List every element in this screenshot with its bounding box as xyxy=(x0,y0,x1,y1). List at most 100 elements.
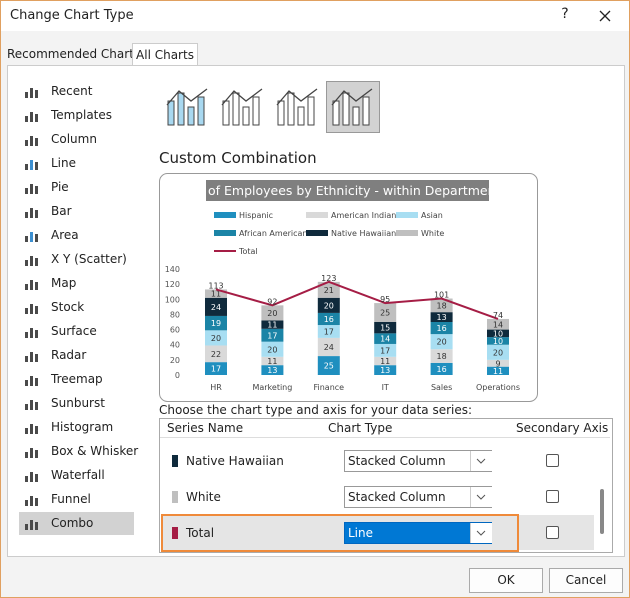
chart-type-label: Area xyxy=(51,228,79,242)
data-label: 16 xyxy=(324,315,334,324)
button[interactable]: Cancel xyxy=(549,568,623,593)
combo-subtype[interactable] xyxy=(161,81,215,133)
button[interactable]: OK xyxy=(469,568,543,593)
chart-type-item[interactable]: Combo xyxy=(19,512,134,535)
bar-segment xyxy=(317,297,340,313)
y-tick-label: 120 xyxy=(165,280,180,289)
legend-label: White xyxy=(421,229,444,238)
chart-type-label: Combo xyxy=(51,516,94,530)
chart-type-icon xyxy=(25,232,38,242)
bar-segment xyxy=(205,297,227,316)
y-tick-label: 100 xyxy=(165,295,180,304)
bar-segment xyxy=(487,318,509,330)
data-label: 17 xyxy=(267,331,277,340)
bar-segment xyxy=(430,362,453,375)
secondary-axis-checkbox[interactable] xyxy=(546,454,559,467)
chart-type-item[interactable]: Histogram xyxy=(19,416,134,439)
help-button[interactable]: ? xyxy=(561,6,569,22)
y-tick-label: 20 xyxy=(170,356,180,365)
bar-segment xyxy=(374,303,397,322)
chart-type-icon xyxy=(25,112,38,122)
chart-type-item[interactable]: Surface xyxy=(19,320,134,343)
close-button[interactable] xyxy=(597,8,613,24)
data-label: 25 xyxy=(324,362,334,371)
chart-type-item[interactable]: Box & Whisker xyxy=(19,440,138,463)
chart-type-item[interactable]: Waterfall xyxy=(19,464,134,487)
chart-type-label: Sunburst xyxy=(51,396,105,410)
icon-bar xyxy=(30,520,33,530)
legend-swatch xyxy=(396,230,418,236)
chart-type-item[interactable]: Treemap xyxy=(19,368,134,391)
secondary-axis-checkbox[interactable] xyxy=(546,526,559,539)
data-label: 9 xyxy=(495,359,500,368)
icon-bar xyxy=(35,498,38,506)
data-label: 13 xyxy=(437,313,447,322)
chart-type-icon xyxy=(25,448,38,458)
icon-bar xyxy=(30,184,33,194)
chart-type-item[interactable]: Pie xyxy=(19,176,134,199)
secondary-axis-checkbox[interactable] xyxy=(546,490,559,503)
bar-segment xyxy=(261,320,284,329)
combo-subtype[interactable] xyxy=(216,81,270,133)
chart-type-item[interactable]: Map xyxy=(19,272,134,295)
icon-bar xyxy=(307,96,315,126)
x-tick-label: Sales xyxy=(431,383,452,392)
icon-bar xyxy=(35,114,38,122)
chart-type-icon xyxy=(25,472,38,482)
bar-segment xyxy=(261,305,284,321)
combo-subtype[interactable] xyxy=(271,81,325,133)
chart-type-dropdown[interactable]: Line xyxy=(344,522,492,544)
icon-bar xyxy=(30,160,33,170)
icon-bar xyxy=(25,500,28,506)
chart-type-item[interactable]: Radar xyxy=(19,344,134,367)
tab[interactable]: Recommended Charts xyxy=(7,47,141,61)
data-label: 24 xyxy=(211,303,221,312)
icon-bar xyxy=(35,306,38,314)
dropdown-arrow xyxy=(470,523,492,543)
icon-bar xyxy=(30,376,33,386)
data-label: 22 xyxy=(211,350,221,359)
icon-bar xyxy=(30,448,33,458)
chart-type-item[interactable]: Templates xyxy=(19,104,134,127)
icon-bar xyxy=(277,100,285,126)
bar-segment xyxy=(487,359,509,367)
chart-type-item[interactable]: Funnel xyxy=(19,488,134,511)
data-label: 11 xyxy=(211,290,221,299)
bar-segment xyxy=(374,356,397,366)
chart-type-dropdown[interactable]: Stacked Column xyxy=(344,486,492,508)
icon-bar xyxy=(25,308,28,314)
data-label: 20 xyxy=(437,338,447,347)
chart-type-item[interactable]: Area xyxy=(19,224,134,247)
legend-label: Hispanic xyxy=(239,211,273,220)
icon-bar xyxy=(25,260,28,266)
chart-type-item[interactable]: Stock xyxy=(19,296,134,319)
icon-bar xyxy=(30,280,33,290)
chart-type-icon xyxy=(25,328,38,338)
chart-type-item[interactable]: X Y (Scatter) xyxy=(19,248,134,271)
icon-bar xyxy=(352,106,360,126)
tab[interactable]: All Charts xyxy=(132,43,198,66)
data-label: 101 xyxy=(434,291,449,300)
chart-type-item[interactable]: Bar xyxy=(19,200,134,223)
scrollbar-thumb[interactable] xyxy=(600,489,604,534)
icon-bar xyxy=(35,282,38,290)
data-label: 17 xyxy=(211,365,221,374)
bar-segment xyxy=(205,315,227,331)
combo-subtype[interactable] xyxy=(326,81,380,133)
chart-type-icon xyxy=(25,256,38,266)
data-label: 18 xyxy=(437,301,447,310)
icon-bar xyxy=(25,428,28,434)
series-name: White xyxy=(186,490,221,504)
icon-bar xyxy=(30,472,33,482)
chart-type-item[interactable]: Recent xyxy=(19,80,134,103)
chart-type-item[interactable]: Column xyxy=(19,128,134,151)
icon-line xyxy=(166,88,208,106)
chart-type-item[interactable]: Line xyxy=(19,152,134,175)
legend-label: Native Hawaiian xyxy=(331,229,396,238)
icon-bar xyxy=(25,212,28,218)
section-title: Custom Combination xyxy=(159,149,317,167)
chart-type-item[interactable]: Sunburst xyxy=(19,392,134,415)
bar-segment xyxy=(317,337,340,357)
chart-type-dropdown[interactable]: Stacked Column xyxy=(344,450,492,472)
icon-bar xyxy=(35,426,38,434)
